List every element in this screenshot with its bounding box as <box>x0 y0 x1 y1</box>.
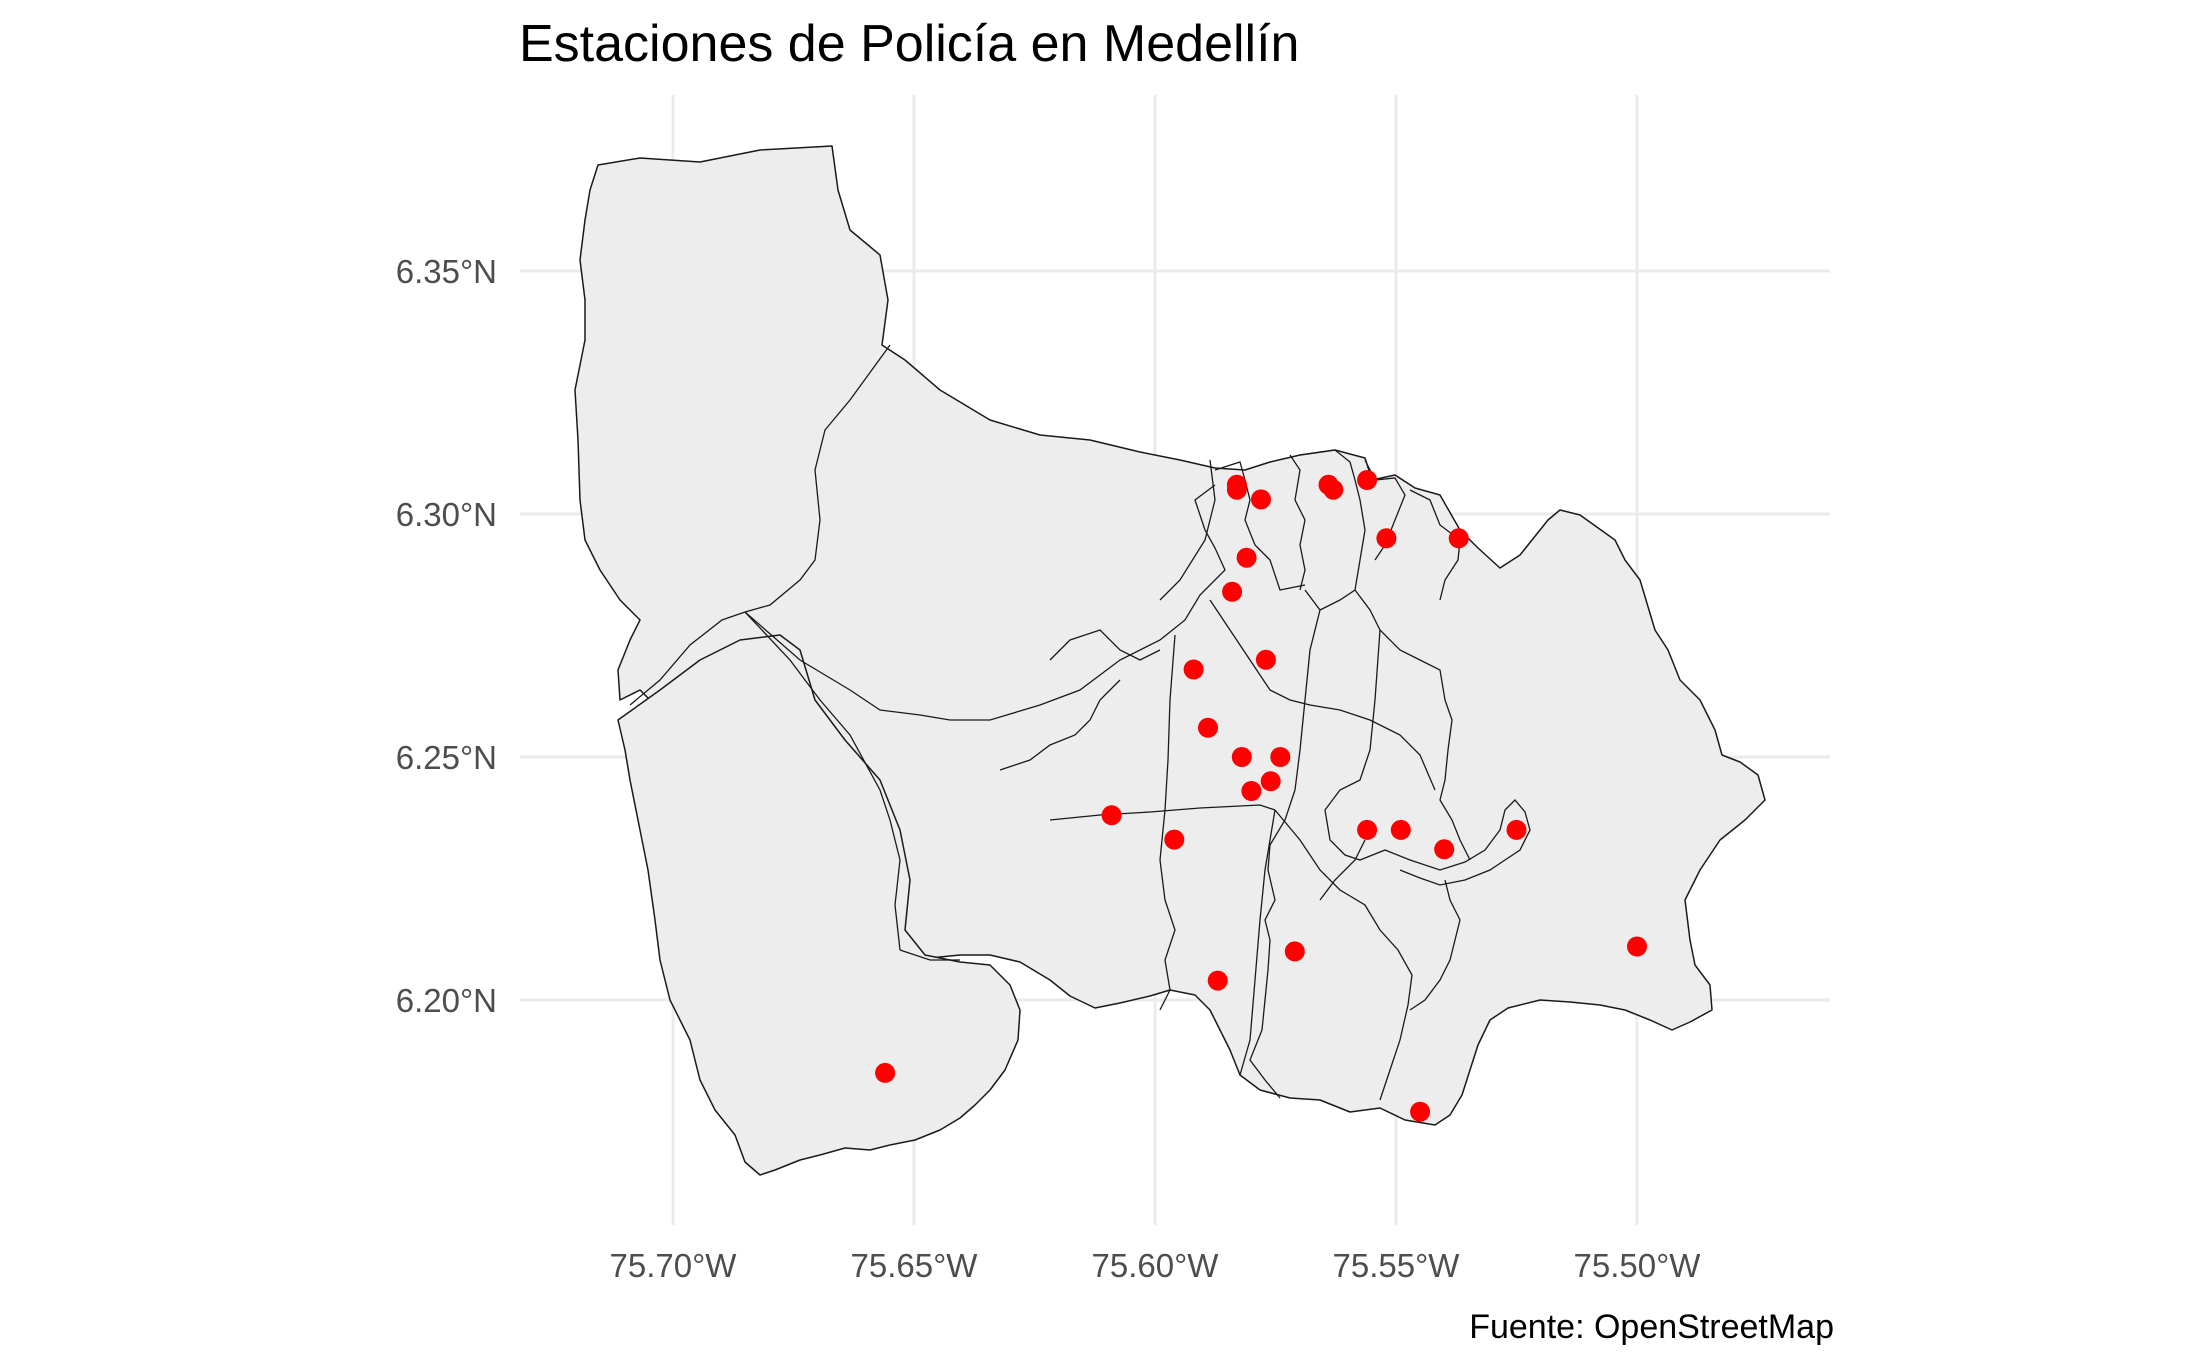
police-station-point <box>1506 819 1527 840</box>
border-line <box>1214 461 1306 591</box>
border-line <box>1409 879 1461 1011</box>
x-tick-label: 75.65°W <box>851 1247 979 1284</box>
police-station-point <box>875 1062 896 1083</box>
border-line <box>1209 599 1436 791</box>
police-station-point <box>1410 1101 1431 1122</box>
border-line <box>899 949 960 961</box>
police-station-point <box>1241 781 1262 801</box>
chart-caption: Fuente: OpenStreetMap <box>1469 1308 1834 1346</box>
y-tick-label: 6.30°N <box>396 496 497 533</box>
police-station-point <box>1231 747 1252 767</box>
border-line <box>744 484 1226 721</box>
police-station-point <box>1164 829 1185 850</box>
police-station-point <box>1222 581 1243 602</box>
police-station-point <box>1434 839 1455 860</box>
police-station-point <box>1376 528 1397 549</box>
medellin-municipality <box>574 145 1766 1176</box>
border-line <box>1299 449 1366 611</box>
border-line <box>1324 629 1531 886</box>
police-station-point <box>1357 470 1378 490</box>
police-station-point <box>1207 970 1228 991</box>
border-line <box>1354 589 1471 861</box>
region-boundary-south <box>617 634 1021 1176</box>
police-station-point <box>1101 805 1122 826</box>
police-station-point <box>1284 941 1305 962</box>
police-stations <box>875 470 1647 1122</box>
internal-borders <box>629 344 1531 1101</box>
border-line <box>1319 839 1366 901</box>
police-station-point <box>1226 479 1247 500</box>
border-line <box>744 344 891 613</box>
police-station-point <box>1270 747 1291 767</box>
border-line <box>1159 634 1176 1011</box>
border-line <box>1159 459 1216 601</box>
x-tick-label: 75.55°W <box>1333 1247 1461 1284</box>
x-tick-label: 75.70°W <box>610 1247 738 1284</box>
border-line <box>1274 809 1413 1101</box>
border-line <box>629 611 746 706</box>
border-line <box>1289 454 1306 591</box>
police-station-point <box>1357 819 1378 840</box>
border-line <box>1049 629 1161 661</box>
police-station-point <box>1255 649 1276 670</box>
y-tick-label: 6.25°N <box>396 739 497 776</box>
border-line <box>1239 809 1276 1076</box>
police-station-point <box>1236 547 1257 568</box>
chart-title: Estaciones de Policía en Medellín <box>519 15 1300 73</box>
x-tick-label: 75.60°W <box>1092 1247 1220 1284</box>
police-station-point <box>1627 936 1647 957</box>
police-station-point <box>1198 717 1218 738</box>
y-tick-label: 6.35°N <box>396 253 497 290</box>
x-tick-label: 75.50°W <box>1574 1247 1702 1284</box>
police-station-point <box>1390 819 1411 840</box>
police-station-point <box>1183 659 1204 680</box>
police-station-point <box>1323 479 1344 500</box>
axes: 75.70°W 75.65°W 75.60°W 75.55°W 75.50°W 6.20°… <box>396 253 1702 1284</box>
border-line <box>1249 609 1321 1099</box>
border-line <box>999 679 1121 771</box>
police-station-point <box>1251 489 1271 510</box>
y-tick-label: 6.20°N <box>396 982 497 1019</box>
border-line <box>1049 804 1276 821</box>
police-station-point <box>1448 528 1469 549</box>
police-station-point <box>1260 771 1281 792</box>
border-line <box>744 611 901 951</box>
